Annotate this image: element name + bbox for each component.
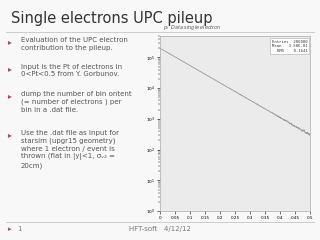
Text: ▸: ▸ bbox=[8, 64, 12, 72]
Text: Input is the Pt of electrons in
0<Pt<0.5 from Y. Gorbunov.: Input is the Pt of electrons in 0<Pt<0.5… bbox=[21, 64, 122, 77]
Text: ▸: ▸ bbox=[8, 91, 12, 100]
Text: ▸: ▸ bbox=[8, 130, 12, 138]
Text: dump the number of bin ontent
(= number of electrons ) per
bin in a .dat file.: dump the number of bin ontent (= number … bbox=[21, 91, 132, 113]
Text: Entries  200000
Mean   3.50E-01
RMS    0.1641: Entries 200000 Mean 3.50E-01 RMS 0.1641 bbox=[272, 40, 308, 53]
Text: HFT-soft   4/12/12: HFT-soft 4/12/12 bbox=[129, 226, 191, 232]
Text: ▸: ▸ bbox=[8, 37, 12, 46]
Text: Evaluation of the UPC electron
contribution to the pileup.: Evaluation of the UPC electron contribut… bbox=[21, 37, 128, 51]
Text: p$_t$  Data single electron: p$_t$ Data single electron bbox=[163, 24, 222, 32]
Text: Use the .dat file as input for
starsim (upgr15 geometry)
where 1 electron / even: Use the .dat file as input for starsim (… bbox=[21, 130, 119, 168]
Text: 1: 1 bbox=[18, 226, 22, 232]
Text: ▸: ▸ bbox=[8, 226, 12, 232]
Text: Single electrons UPC pileup: Single electrons UPC pileup bbox=[11, 11, 213, 26]
